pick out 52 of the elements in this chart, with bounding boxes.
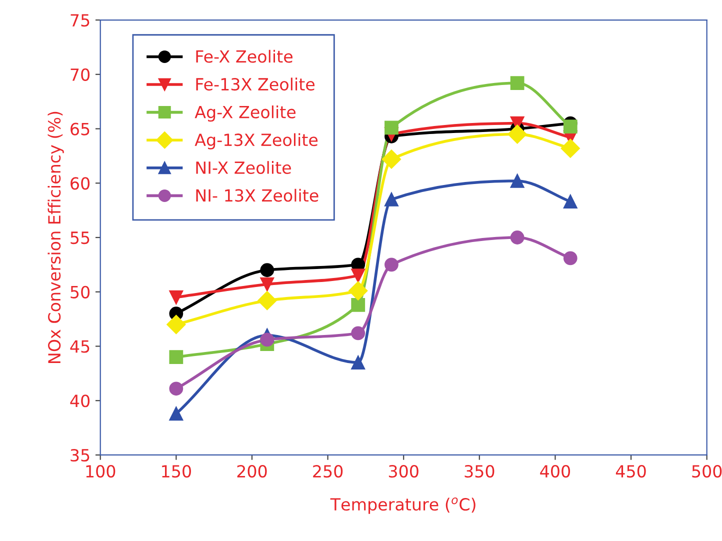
point [563,120,578,134]
y-tick-label: 75 [70,14,90,27]
point [348,281,368,300]
point [258,291,277,310]
y-tick-label: 60 [70,177,90,190]
x-tick-label: 300 [388,464,418,478]
x-tick-label: 100 [86,464,116,478]
point [169,382,184,396]
point [384,120,398,135]
legend-label: Ag-X Zeolite [194,105,296,122]
x-tick-label: 400 [540,464,570,478]
point [351,298,366,312]
point [510,230,524,244]
point [510,76,524,90]
point [169,406,184,421]
point [384,258,398,272]
x-tick-label: 200 [237,464,267,478]
point [563,194,578,209]
legend-label: Ag-13X Zeolite [194,133,318,150]
y-tick-label: 45 [70,340,90,353]
legend-label: Fe-X Zeolite [196,50,292,63]
y-tick-label: 65 [70,122,90,136]
x-tick-label: 500 [692,464,722,478]
y-tick-label: 50 [70,286,90,298]
point [510,174,524,188]
y-tick-label: 40 [70,394,90,408]
y-tick-label: 35 [70,448,90,462]
point [384,192,398,206]
point [563,251,578,266]
legend-label: Fe-13X Zeolite [196,78,315,91]
y-axis-title: NOx Conversion Efficiency (%) [48,112,64,363]
point [169,350,184,364]
y-tick-label: 70 [70,68,90,81]
legend-label: NI- 13X Zeolite [196,188,318,202]
x-axis-title: Temperature ($^{o}$C) [330,498,476,514]
y-tick-label: 55 [70,232,90,244]
point [351,326,366,340]
point [166,314,186,334]
point [382,150,401,169]
x-tick-label: 350 [464,464,494,478]
point [351,268,366,283]
point [560,138,580,158]
x-tick-label: 150 [162,464,191,478]
point [351,356,366,370]
point [169,290,184,304]
point [260,277,274,292]
legend-label: NI-X Zeolite [196,161,291,174]
point [260,332,274,347]
point [260,263,274,278]
point [508,124,527,144]
x-tick-label: 250 [313,464,343,478]
x-tick-label: 450 [616,464,646,478]
